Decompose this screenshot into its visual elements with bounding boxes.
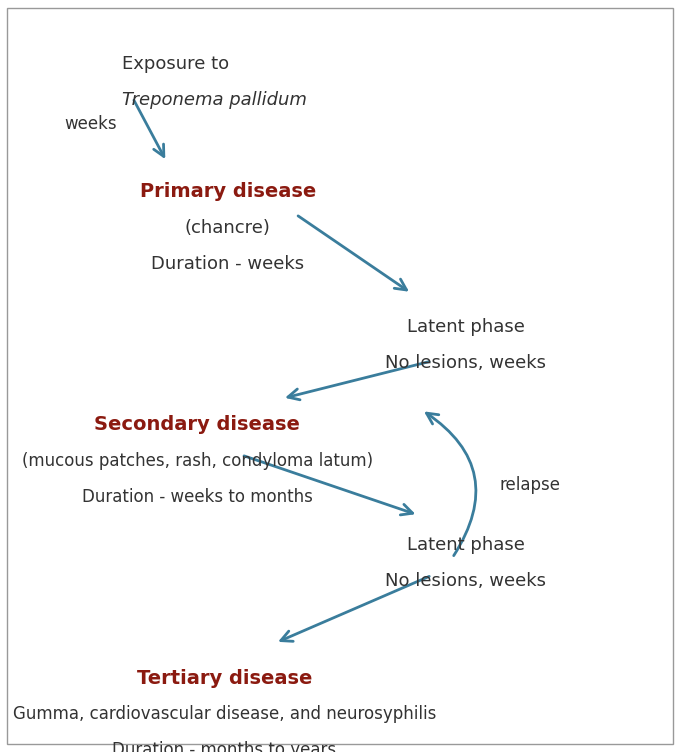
Text: (chancre): (chancre) (185, 219, 271, 237)
Text: Latent phase: Latent phase (407, 536, 525, 554)
Text: No lesions, weeks: No lesions, weeks (386, 354, 546, 372)
Text: Duration - months to years: Duration - months to years (112, 741, 337, 752)
Text: Secondary disease: Secondary disease (95, 415, 300, 435)
Text: Exposure to: Exposure to (122, 55, 230, 73)
Text: Duration - weeks to months: Duration - weeks to months (82, 488, 313, 506)
Text: weeks: weeks (65, 115, 117, 133)
Text: relapse: relapse (500, 476, 561, 494)
Text: (mucous patches, rash, condyloma latum): (mucous patches, rash, condyloma latum) (22, 452, 373, 470)
Text: Duration - weeks: Duration - weeks (151, 255, 305, 273)
Text: Primary disease: Primary disease (139, 182, 316, 202)
Text: No lesions, weeks: No lesions, weeks (386, 572, 546, 590)
Text: Treponema pallidum: Treponema pallidum (122, 91, 307, 109)
Text: Tertiary disease: Tertiary disease (137, 669, 312, 688)
Text: Gumma, cardiovascular disease, and neurosyphilis: Gumma, cardiovascular disease, and neuro… (13, 705, 436, 723)
Text: Latent phase: Latent phase (407, 318, 525, 336)
